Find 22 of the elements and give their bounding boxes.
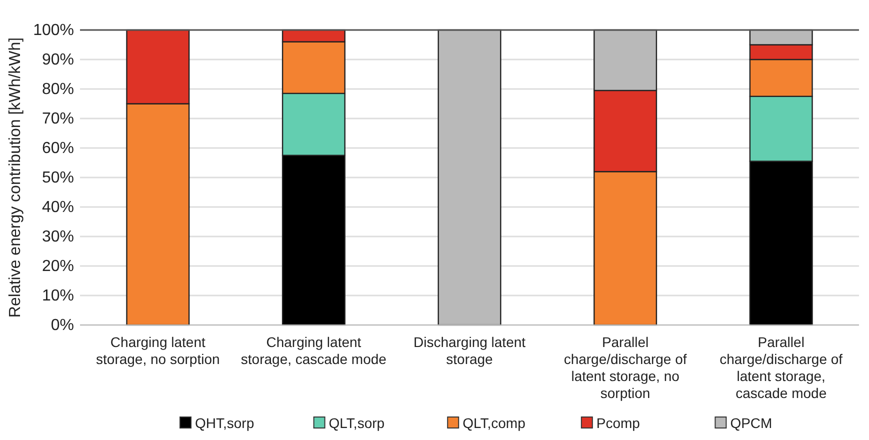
legend-label: QHT,sorp <box>195 415 254 431</box>
x-tick-label: Charging latent storage, cascade mode <box>240 334 387 367</box>
y-tick-label: 70% <box>42 110 74 128</box>
y-tick-label: 10% <box>42 288 74 305</box>
y-axis-title: Relative energy contribution [kWh/kWh] <box>7 37 24 318</box>
legend-label: Pcomp <box>596 415 640 431</box>
x-tick-label: Charging latent storage, no sorption <box>96 334 220 367</box>
legend-label: QLT,sorp <box>328 415 385 431</box>
y-tick-label: 90% <box>42 52 74 69</box>
x-tick-label: Parallel charge/discharge of latent storage, no sorption <box>564 334 687 401</box>
y-tick-label: 0% <box>50 317 74 334</box>
x-tick-label: Parallel charge/discharge of latent storage, cascade mode <box>720 334 843 401</box>
y-tick-label: 20% <box>42 258 74 276</box>
y-tick-label: 50% <box>42 170 74 187</box>
y-tick-label: 100% <box>33 22 74 40</box>
legend-label: QLT,comp <box>462 415 526 431</box>
y-tick-label: 40% <box>42 199 74 216</box>
y-tick-label: 30% <box>42 228 74 246</box>
legend-label: QPCM <box>730 415 772 431</box>
y-tick-label: 80% <box>42 81 74 98</box>
x-tick-label: Discharging latent storage <box>413 334 526 367</box>
y-tick-label: 60% <box>42 140 74 158</box>
